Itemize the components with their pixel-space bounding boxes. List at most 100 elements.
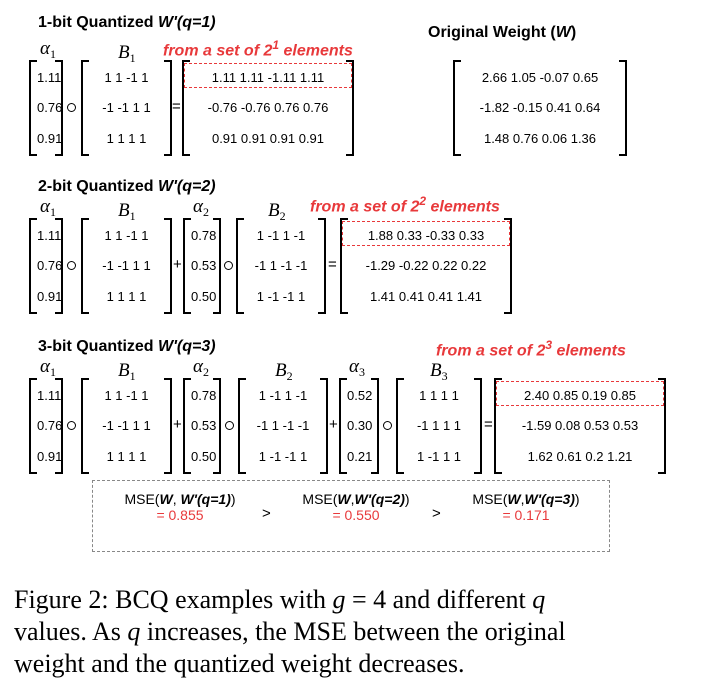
q3-result-matrix: 2.40 0.85 0.19 0.85 -1.59 0.08 0.53 0.53… (494, 378, 666, 474)
hadamard-op (224, 261, 233, 270)
mse-comparison-box (92, 480, 610, 552)
q1-alpha1-r1: 1.11 (37, 70, 62, 85)
hadamard-op (383, 421, 392, 430)
q2-alpha1-vector: 1.11 0.76 0.91 (29, 218, 63, 314)
figure-caption: Figure 2: BCQ examples with g = 4 and di… (14, 584, 566, 680)
q2-result-r1: 1.88 0.33 -0.33 0.33 (367, 228, 485, 243)
equals-op: = (328, 256, 337, 273)
q2-alpha1-r2: 0.76 (37, 258, 63, 273)
q2-alpha2-r1: 0.78 (191, 228, 217, 243)
q3-alpha3-r3: 0.21 (347, 449, 373, 464)
q3-alpha1-r2: 0.76 (37, 418, 63, 433)
q3-b1-symbol: B1 (118, 360, 136, 383)
greater-than-op: > (432, 505, 441, 522)
q2-alpha2-r3: 0.50 (191, 289, 217, 304)
q3-b1-r2: -1 -1 1 1 (102, 418, 151, 433)
q3-alpha1-r1: 1.11 (37, 388, 62, 403)
mse-q2-value: = 0.550 (332, 507, 380, 523)
caption-line-1: Figure 2: BCQ examples with g = 4 and di… (14, 585, 546, 614)
mse-q3-value: = 0.171 (502, 507, 550, 523)
q3-set-note: from a set of 23 elements (436, 338, 626, 360)
q3-alpha3-r2: 0.30 (347, 418, 373, 433)
hadamard-op (67, 103, 76, 112)
q2-result-matrix: 1.88 0.33 -0.33 0.33 -1.29 -0.22 0.22 0.… (340, 218, 512, 314)
original-weight-title: Original Weight (W) (428, 24, 577, 41)
original-r3: 1.48 0.76 0.06 1.36 (483, 131, 597, 146)
q2-b1-symbol: B1 (118, 200, 136, 223)
q2-alpha1-r1: 1.11 (37, 228, 62, 243)
mse-q2: MSE(W,W'(q=2)) = 0.550 (276, 491, 436, 523)
equals-op: = (484, 416, 493, 433)
equals-op: = (172, 98, 181, 115)
original-r1: 2.66 1.05 -0.07 0.65 (481, 70, 599, 85)
q1-b1-matrix: 1 1 -1 1 -1 -1 1 1 1 1 1 1 (81, 60, 172, 156)
q3-b3-matrix: 1 1 1 1 -1 1 1 1 1 -1 1 1 (396, 378, 482, 474)
q2-result-r3: 1.41 0.41 0.41 1.41 (369, 289, 483, 304)
q2-b1-r2: -1 -1 1 1 (102, 258, 151, 273)
q3-alpha1-r3: 0.91 (37, 449, 63, 464)
q3-alpha2-r2: 0.53 (191, 418, 217, 433)
q3-title: 3-bit Quantized W'(q=3) (38, 338, 216, 355)
q3-b1-r3: 1 1 1 1 (106, 449, 147, 464)
mse-q1: MSE(W, W'(q=1)) = 0.855 (100, 491, 260, 523)
caption-line-2: values. As q increases, the MSE between … (14, 617, 566, 646)
q2-b2-r1: 1 -1 1 -1 (256, 228, 306, 243)
q3-result-r3: 1.62 0.61 0.2 1.21 (527, 449, 633, 464)
q3-alpha2-r3: 0.50 (191, 449, 217, 464)
q2-b1-matrix: 1 1 -1 1 -1 -1 1 1 1 1 1 1 (81, 218, 172, 314)
q2-alpha1-r3: 0.91 (37, 289, 63, 304)
greater-than-op: > (262, 505, 271, 522)
q3-alpha3-symbol: α3 (349, 356, 365, 379)
q2-b1-r3: 1 1 1 1 (106, 289, 147, 304)
q3-b3-r3: 1 -1 1 1 (416, 449, 462, 464)
q2-set-highlight (342, 221, 510, 246)
q2-alpha2-symbol: α2 (193, 196, 209, 219)
q1-b1-r3: 1 1 1 1 (106, 131, 147, 146)
q1-title: 1-bit Quantized W'(q=1) (38, 14, 216, 31)
q1-alpha1-r3: 0.91 (37, 131, 63, 146)
q1-alpha1-r2: 0.76 (37, 100, 63, 115)
q3-b2-r2: -1 1 -1 -1 (256, 418, 310, 433)
q3-alpha1-vector: 1.11 0.76 0.91 (29, 378, 63, 474)
q3-alpha3-r1: 0.52 (347, 388, 373, 403)
q2-set-note: from a set of 22 elements (310, 194, 500, 216)
plus-op: + (173, 416, 182, 433)
mse-q1-value: = 0.855 (156, 507, 204, 523)
q3-alpha1-symbol: α1 (40, 356, 56, 379)
q2-b2-r3: 1 -1 -1 1 (256, 289, 306, 304)
plus-op: + (329, 416, 338, 433)
hadamard-op (225, 421, 234, 430)
q2-alpha2-vector: 0.78 0.53 0.50 (183, 218, 221, 314)
q3-b2-symbol: B2 (275, 360, 293, 383)
q1-result-matrix: 1.11 1.11 -1.11 1.11 -0.76 -0.76 0.76 0.… (182, 60, 354, 156)
q3-result-r1: 2.40 0.85 0.19 0.85 (523, 388, 637, 403)
plus-op: + (173, 256, 182, 273)
q2-result-r2: -1.29 -0.22 0.22 0.22 (365, 258, 487, 273)
mse-q3: MSE(W,W'(q=3)) = 0.171 (446, 491, 606, 523)
q3-result-r2: -1.59 0.08 0.53 0.53 (521, 418, 639, 433)
q1-result-r1: 1.11 1.11 -1.11 1.11 (211, 70, 325, 85)
q1-alpha1-symbol: α1 (40, 38, 56, 61)
q2-b2-r2: -1 1 -1 -1 (254, 258, 308, 273)
q3-b1-r1: 1 1 -1 1 (104, 388, 149, 403)
q1-b1-r2: -1 -1 1 1 (102, 100, 151, 115)
hadamard-op (67, 261, 76, 270)
q3-b3-r2: -1 1 1 1 (416, 418, 462, 433)
caption-line-3: weight and the quantized weight decrease… (14, 649, 465, 678)
q2-alpha1-symbol: α1 (40, 196, 56, 219)
q2-b2-symbol: B2 (268, 200, 286, 223)
q3-b2-r3: 1 -1 -1 1 (258, 449, 308, 464)
q2-title: 2-bit Quantized W'(q=2) (38, 178, 216, 195)
q1-set-highlight (184, 63, 352, 88)
q1-result-r2: -0.76 -0.76 0.76 0.76 (207, 100, 329, 115)
q1-alpha1-vector: 1.11 0.76 0.91 (29, 60, 63, 156)
original-weight-matrix: 2.66 1.05 -0.07 0.65 -1.82 -0.15 0.41 0.… (453, 60, 627, 156)
q1-b1-r1: 1 1 -1 1 (104, 70, 149, 85)
q3-alpha2-symbol: α2 (193, 356, 209, 379)
q1-set-note: from a set of 21 elements (163, 38, 353, 60)
original-r2: -1.82 -0.15 0.41 0.64 (479, 100, 601, 115)
q3-b2-r1: 1 -1 1 -1 (258, 388, 308, 403)
q3-b2-matrix: 1 -1 1 -1 -1 1 -1 -1 1 -1 -1 1 (238, 378, 328, 474)
q2-b2-matrix: 1 -1 1 -1 -1 1 -1 -1 1 -1 -1 1 (236, 218, 326, 314)
q3-alpha3-vector: 0.52 0.30 0.21 (339, 378, 379, 474)
